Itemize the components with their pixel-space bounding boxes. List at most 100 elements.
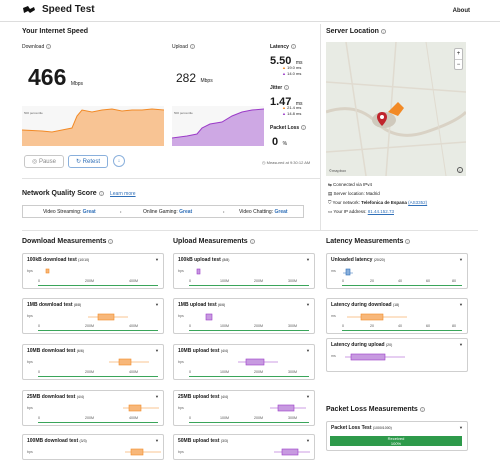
box-plot — [274, 448, 310, 456]
chevron-down-icon[interactable]: ▼ — [306, 348, 310, 353]
upload-chart-axis-label: 500 percentile — [174, 111, 193, 115]
chevron-down-icon[interactable]: ▼ — [155, 394, 159, 399]
chevron-down-icon[interactable]: ▼ — [459, 342, 463, 347]
latency-unit: ms — [295, 60, 303, 66]
download-area — [22, 108, 164, 146]
latency-up: ▲ 19.0 ms — [282, 65, 302, 70]
packet-loss-value-group: 0 % — [272, 132, 287, 150]
box-plot — [343, 268, 353, 276]
map-pin-icon[interactable] — [377, 112, 387, 126]
info-icon[interactable]: i — [98, 190, 104, 196]
packet-loss-received-bar: Received 100% — [330, 436, 462, 446]
learn-more-link[interactable]: Learn more — [110, 191, 136, 197]
latency-label: Latency i — [270, 44, 296, 50]
box-plot — [345, 353, 405, 361]
download-card-100mb[interactable]: 100MB download test (3/3) ▼ bps — [22, 434, 164, 460]
divider — [22, 178, 320, 179]
separator-dot: • — [223, 209, 225, 214]
map-info-icon[interactable]: i — [457, 167, 463, 173]
packet-loss-label: Packet Loss i — [270, 125, 307, 131]
info-icon[interactable]: i — [405, 238, 411, 244]
divider — [22, 230, 478, 231]
latency-card-unloaded[interactable]: Unloaded latency (20/20) ▼ ms 0 20 40 60… — [326, 253, 468, 289]
pause-icon: ◎ — [32, 159, 38, 165]
pause-button[interactable]: ◎ Pause — [24, 155, 64, 168]
chevron-down-icon[interactable]: ▼ — [459, 425, 463, 430]
retest-button[interactable]: ↻ Retest — [68, 155, 108, 168]
app-title: Speed Test — [42, 4, 95, 15]
box-plot — [270, 404, 306, 412]
arrow-down-icon: ▲ — [282, 71, 286, 76]
download-unit: Mbps — [70, 81, 84, 87]
clock-icon: ◷ — [262, 160, 267, 165]
download-chart: 500 percentile — [22, 106, 164, 146]
info-icon[interactable]: i — [419, 406, 425, 412]
received-label: Received — [387, 436, 405, 441]
box-plot — [45, 268, 50, 274]
upload-card-50mb[interactable]: 50MB upload test (3/3) ▼ bps — [173, 434, 315, 460]
status-line — [189, 422, 309, 423]
latency-card-upload[interactable]: Latency during upload (20) ▼ ms — [326, 338, 468, 372]
status-line — [189, 285, 309, 286]
status-line — [38, 422, 158, 423]
arrow-down-icon: ▲ — [282, 111, 286, 116]
chevron-down-icon[interactable]: ▼ — [306, 438, 310, 443]
info-icon[interactable]: i — [249, 238, 255, 244]
chevron-down-icon[interactable]: ▼ — [459, 302, 463, 307]
network-as-link[interactable]: (AS3352) — [408, 200, 428, 205]
status-line — [38, 285, 158, 286]
zoom-in-button[interactable]: + — [456, 51, 461, 57]
upload-area — [172, 108, 264, 146]
download-measurements-heading: Download Measurements i — [22, 238, 114, 245]
divider — [320, 24, 321, 230]
upload-card-100kb[interactable]: 100kB upload test (8/8) ▼ bps 0 100M 200… — [173, 253, 315, 289]
chevron-down-icon[interactable]: ▼ — [306, 394, 310, 399]
chevron-down-icon[interactable]: ▼ — [459, 257, 463, 262]
upload-card-10mb[interactable]: 10MB upload test (4/4) ▼ bps 0 100M 200M… — [173, 344, 315, 380]
chevron-down-icon[interactable]: ▼ — [155, 348, 159, 353]
connection-icon: ⇆ — [328, 182, 334, 187]
chevron-down-icon[interactable]: ▼ — [155, 302, 159, 307]
quality-heading: Network Quality Score i — [22, 190, 104, 197]
map-attribution: ©mapbox — [329, 168, 347, 173]
info-icon[interactable]: i — [284, 85, 290, 91]
status-line — [38, 376, 158, 377]
latency-value: 5.50 — [270, 55, 292, 67]
top-bar: Speed Test About — [0, 0, 500, 22]
chevron-down-icon[interactable]: ▼ — [155, 257, 159, 262]
speed-heading: Your Internet Speed — [22, 28, 88, 35]
download-card-10mb[interactable]: 10MB download test (6/6) ▼ bps 0 200M 40… — [22, 344, 164, 380]
download-card-100kb[interactable]: 100kB download test (10/10) ▼ bps 0 200M… — [22, 253, 164, 289]
download-results-button[interactable]: ↓ — [113, 155, 125, 167]
packet-loss-value: 0 — [272, 136, 279, 148]
map-terrain — [326, 42, 466, 176]
jitter-down: ▲ 14.8 ms — [282, 111, 302, 116]
upload-card-25mb[interactable]: 25MB upload test (4/4) ▼ bps 0 100M 200M… — [173, 390, 315, 426]
zoom-out-button[interactable]: − — [455, 59, 462, 70]
chevron-down-icon[interactable]: ▼ — [306, 257, 310, 262]
info-icon[interactable]: i — [46, 44, 52, 50]
download-card-25mb[interactable]: 25MB download test (4/4) ▼ bps 0 200M 40… — [22, 390, 164, 426]
packet-loss-unit: % — [282, 141, 288, 147]
about-link[interactable]: About — [452, 8, 470, 14]
jitter-value-group: 1.47 ms — [270, 92, 303, 110]
server-map[interactable]: + − ©mapbox i — [326, 42, 466, 176]
info-icon[interactable]: i — [290, 44, 296, 50]
received-pct: 100% — [390, 441, 402, 446]
measured-at: ◷ Measured at 9:30:12 AM — [262, 160, 311, 165]
info-icon[interactable]: i — [189, 44, 195, 50]
download-card-1mb[interactable]: 1MB download test (8/8) ▼ bps 0 200M 400… — [22, 298, 164, 334]
chevron-down-icon[interactable]: ▼ — [306, 302, 310, 307]
separator-dot: • — [120, 209, 122, 214]
chevron-down-icon[interactable]: ▼ — [155, 438, 159, 443]
cloudflare-logo-icon — [23, 6, 35, 13]
upload-value: 282 — [176, 71, 197, 85]
info-icon[interactable]: i — [108, 238, 114, 244]
info-icon[interactable]: i — [380, 28, 386, 34]
latency-card-download[interactable]: Latency during download (18) ▼ ms 0 20 4… — [326, 298, 468, 334]
info-icon[interactable]: i — [301, 125, 307, 131]
latency-measurements-heading: Latency Measurements i — [326, 238, 411, 245]
upload-card-1mb[interactable]: 1MB upload test (6/6) ▼ bps 0 100M 200M … — [173, 298, 315, 334]
box-plot — [196, 268, 201, 275]
box-plot — [347, 313, 407, 321]
